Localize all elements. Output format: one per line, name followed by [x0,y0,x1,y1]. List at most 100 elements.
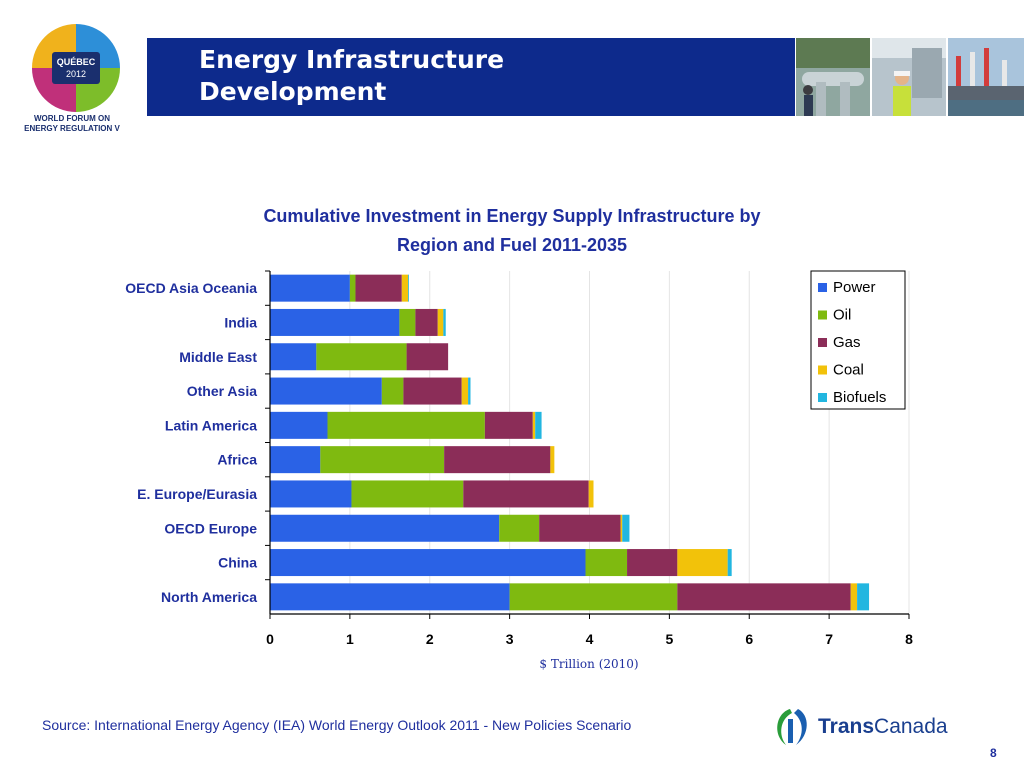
legend-label: Coal [833,362,864,379]
page-title-line1: Energy Infrastructure [199,45,505,74]
legend-swatch-power [818,283,827,292]
x-tick-label: 7 [825,631,833,647]
bar-biofuels [857,583,870,611]
bar-oil [327,411,485,439]
company-name-light: Canada [874,715,948,738]
logo-caption: WORLD FORUM ON ENERGY REGULATION V [14,114,130,134]
bar-coal [550,446,555,474]
category-label: OECD Asia Oceania [125,280,257,296]
bar-power [270,549,586,577]
bar-oil [499,514,540,542]
title-banner: Energy Infrastructure Development [147,38,795,116]
chart-title: Cumulative Investment in Energy Supply I… [200,202,824,260]
company-name-bold: Trans [818,715,875,738]
bar-biofuels [468,377,471,405]
x-tick-label: 6 [745,631,753,647]
bar-oil [381,377,404,405]
bar-biofuels [535,411,542,439]
chart-title-line2: Region and Fuel 2011-2035 [396,235,628,255]
category-label: Middle East [179,349,257,365]
page-title-line2: Development [199,77,387,106]
category-label: OECD Europe [164,520,257,536]
x-tick-label: 3 [506,631,514,647]
bar-gas [406,343,449,371]
source-note: Source: International Energy Agency (IEA… [42,717,632,733]
legend-swatch-gas [818,338,827,347]
bar-coal [850,583,858,611]
bar-power [270,274,350,302]
bar-oil [399,308,416,336]
bar-biofuels [727,549,732,577]
chart-title-line1: Cumulative Investment in Energy Supply I… [263,206,761,226]
bar-oil [349,274,356,302]
chart-category-labels: OECD Asia Oceania India Middle East Other A… [125,280,257,605]
bar-biofuels [408,274,409,302]
bar-coal [461,377,469,405]
logo-caption-line1: WORLD FORUM ON [34,114,110,123]
bar-coal [620,514,623,542]
x-tick-label: 8 [905,631,913,647]
bar-gas [415,308,438,336]
legend-label: Gas [833,334,861,351]
legend-swatch-biofuels [818,393,827,402]
bar-gas [355,274,402,302]
page-number: 8 [990,746,997,760]
bar-power [270,480,352,508]
logo-caption-line2: ENERGY REGULATION V [24,124,120,133]
logo-text-quebec: QUÉBEC [57,57,96,67]
category-label: India [224,314,257,330]
bar-coal [401,274,409,302]
legend-swatch-coal [818,365,827,375]
bar-biofuels [443,308,446,336]
stacked-bar-chart: OECD Asia Oceania India Middle East Other A… [125,270,913,671]
bar-gas [627,549,678,577]
bar-gas [463,480,589,508]
category-label: E. Europe/Eurasia [137,486,257,502]
bar-power [270,446,321,474]
bar-power [270,411,328,439]
chart-axes [265,270,910,619]
legend-label: Power [833,279,876,296]
bar-oil [585,549,628,577]
category-label: Africa [217,452,257,468]
bar-biofuels [622,514,630,542]
legend-label: Biofuels [833,389,886,406]
logo-text-year: 2012 [66,69,86,79]
x-tick-label: 1 [346,631,354,647]
legend-label: Oil [833,307,851,324]
bar-oil [351,480,464,508]
bar-gas [444,446,551,474]
bar-power [270,583,510,611]
bar-coal [437,308,444,336]
bar-coal [588,480,594,508]
transcanada-logo-icon [777,709,807,745]
chart-legend: Power Oil Gas Coal Biofuels [810,270,906,410]
x-tick-label: 5 [665,631,673,647]
page-title: Energy Infrastructure Development [199,44,619,108]
bar-gas [539,514,621,542]
x-tick-label: 0 [266,631,274,647]
pipeline-worker-photo [796,38,870,116]
x-axis-title: $ Trillion (2010) [539,657,638,671]
bar-gas [403,377,462,405]
category-label: Other Asia [187,383,257,399]
bar-oil [316,343,407,371]
bar-oil [509,583,678,611]
chart-bars [270,274,870,611]
category-label: North America [161,589,257,605]
category-label: Latin America [165,417,257,433]
bar-power [270,514,500,542]
bar-oil [320,446,445,474]
bar-coal [677,549,728,577]
bar-power [270,377,382,405]
x-tick-label: 4 [586,631,594,647]
bar-gas [484,411,533,439]
legend-swatch-oil [818,310,827,320]
bar-coal [532,411,536,439]
power-plant-photo [948,38,1024,116]
x-tick-label: 2 [426,631,434,647]
chart-tick-labels: 0 1 2 3 4 5 6 7 8 [266,631,913,647]
company-name: TransCanada [818,715,948,739]
quebec-2012-logo: QUÉBEC 2012 [32,24,120,112]
bar-gas [677,583,851,611]
